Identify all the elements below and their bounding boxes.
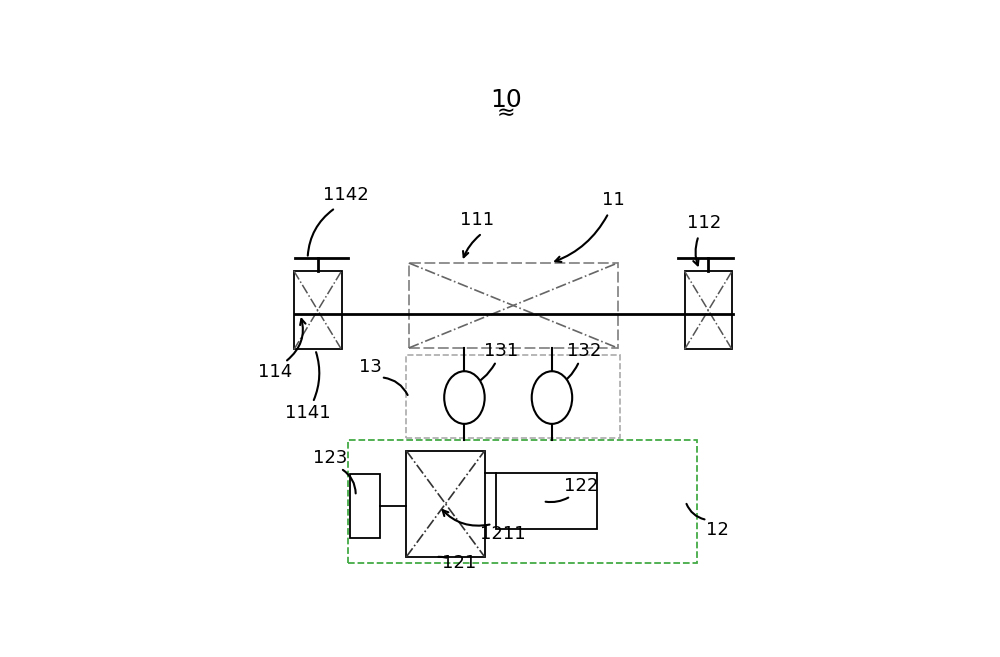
Text: 114: 114	[258, 363, 292, 381]
Text: 11: 11	[602, 191, 625, 209]
Bar	[685, 271, 732, 350]
Bar	[496, 474, 597, 529]
Text: 10: 10	[490, 88, 522, 112]
Text: 131: 131	[484, 342, 518, 360]
Text: 12: 12	[706, 521, 729, 539]
Text: 1211: 1211	[480, 525, 525, 543]
Ellipse shape	[532, 371, 572, 424]
Bar	[409, 263, 618, 348]
Bar	[294, 271, 342, 350]
Ellipse shape	[444, 371, 485, 424]
Text: 121: 121	[442, 555, 477, 572]
Text: 1141: 1141	[285, 404, 330, 422]
Text: 111: 111	[460, 212, 494, 229]
Text: ≈: ≈	[497, 103, 515, 124]
Bar	[348, 440, 697, 564]
Bar	[406, 355, 620, 438]
Bar	[406, 451, 485, 557]
Text: 132: 132	[567, 342, 602, 360]
Text: 123: 123	[313, 449, 348, 467]
Text: 13: 13	[359, 358, 382, 376]
Text: 112: 112	[687, 214, 721, 232]
Text: 1142: 1142	[323, 186, 368, 204]
Text: 122: 122	[564, 477, 598, 495]
Bar	[350, 474, 380, 537]
